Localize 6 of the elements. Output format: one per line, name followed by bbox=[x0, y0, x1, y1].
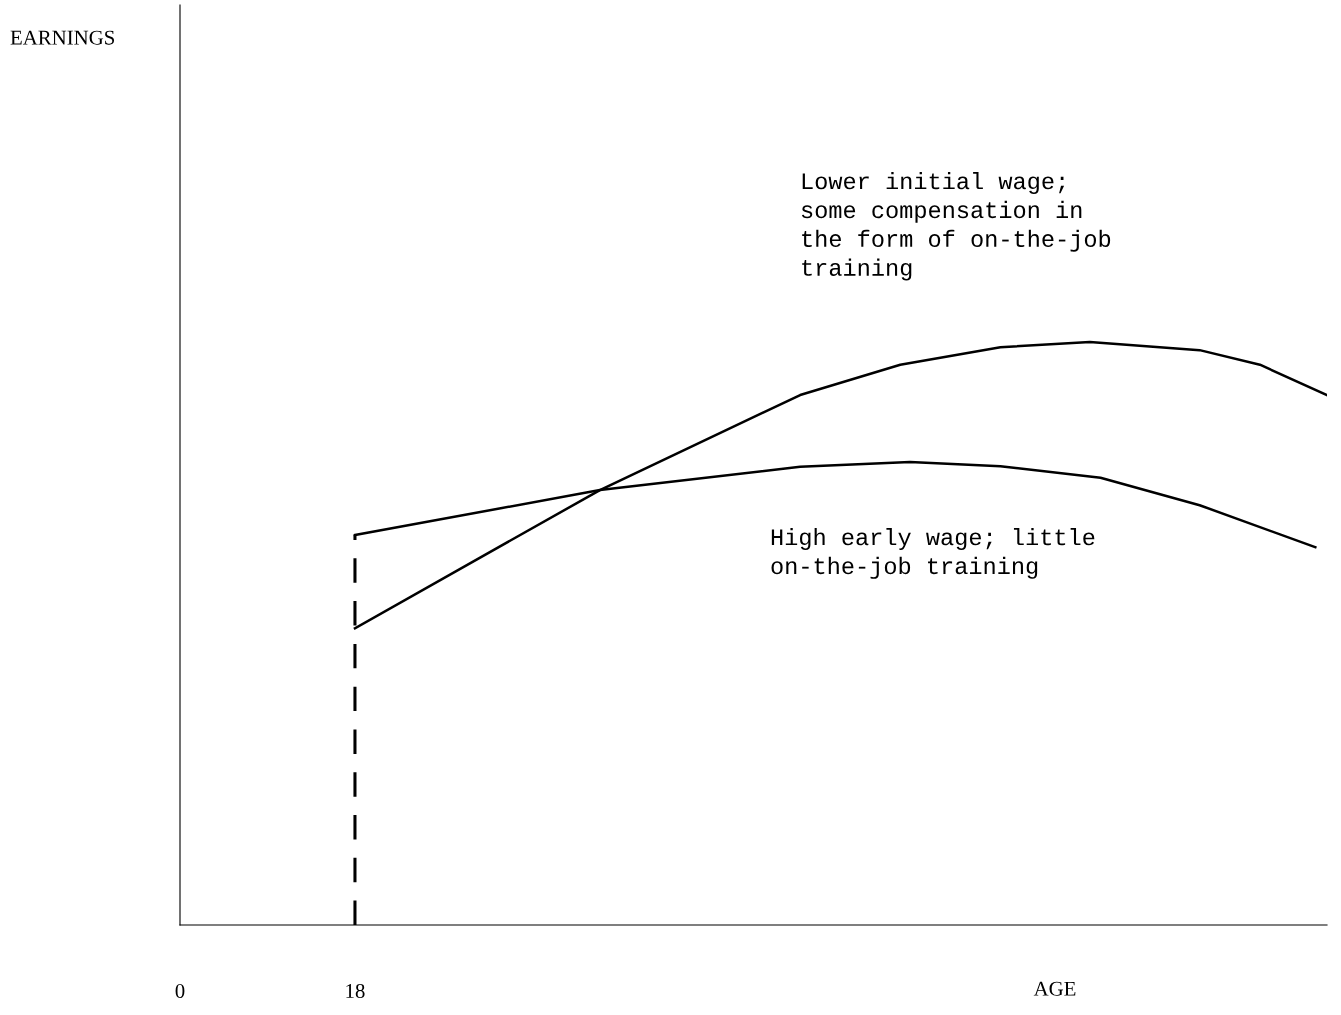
x-tick-label: 18 bbox=[346, 983, 365, 998]
x-tick-label: 0 bbox=[175, 983, 185, 998]
annotation: High early wage; little on-the-job training bbox=[771, 528, 1095, 579]
x-axis-title: AGE bbox=[1033, 981, 1076, 996]
text: EARNINGS bbox=[10, 30, 115, 45]
text: Lower initial wage; some compensation in the form of on-the-job training bbox=[801, 172, 1111, 281]
